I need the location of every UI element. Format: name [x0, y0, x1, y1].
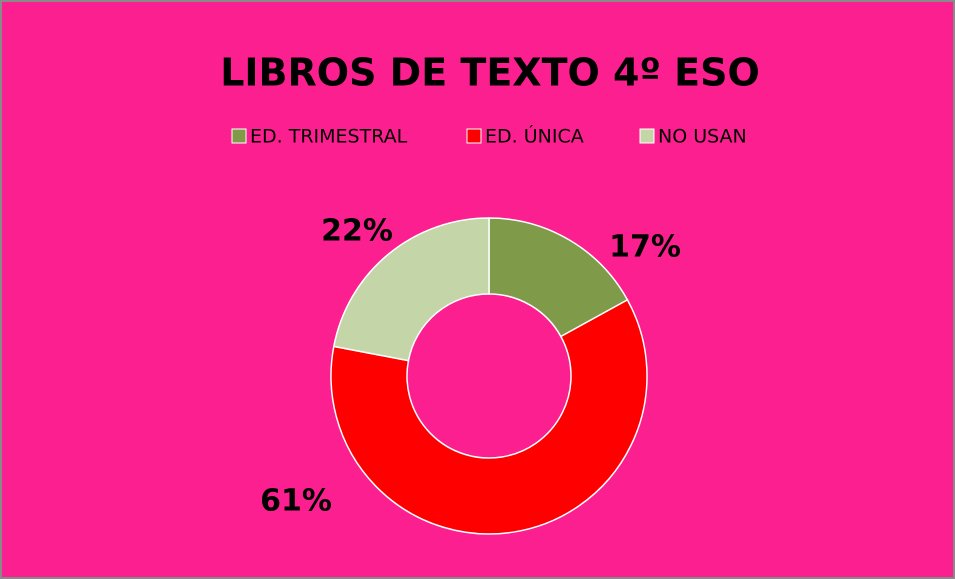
legend-swatch — [639, 128, 655, 144]
chart-title: LIBROS DE TEXTO 4º ESO — [220, 51, 760, 95]
legend-swatch — [231, 128, 247, 144]
donut-segment — [332, 217, 490, 362]
legend-label: NO USAN — [658, 126, 747, 148]
donut-segment — [488, 217, 629, 338]
data-label: 22% — [321, 214, 393, 249]
legend-label: ED. ÚNICA — [485, 124, 584, 148]
donut-segment — [330, 298, 648, 535]
legend-swatch — [466, 128, 482, 144]
data-label: 61% — [260, 484, 332, 519]
legend-label: ED. TRIMESTRAL — [250, 126, 408, 148]
data-label: 17% — [609, 230, 681, 265]
